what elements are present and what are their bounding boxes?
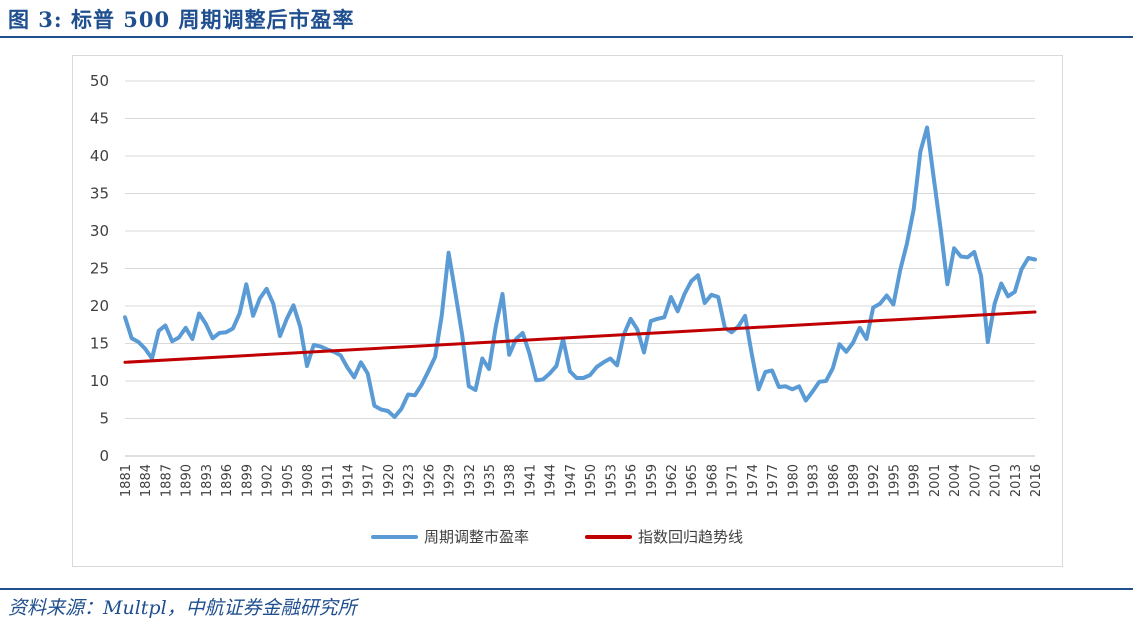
x-axis-ticks: 1881 1884 1887 1890 1893 1896 1899 1902 1905 1908… <box>119 464 1044 497</box>
y-tick-label: 50 <box>90 72 109 90</box>
x-tick-label: 1935 <box>483 464 498 497</box>
x-tick-label: 1896 <box>220 464 235 497</box>
trend-series-line <box>123 310 1037 364</box>
x-tick-label: 1968 <box>705 464 720 497</box>
x-tick-label: 1920 <box>382 464 397 497</box>
x-tick-label: 1887 <box>159 464 174 497</box>
figure-title: 图 3: 标普 500 周期调整后市盈率 <box>8 7 355 32</box>
x-tick-label: 1965 <box>685 464 700 497</box>
x-tick-label: 1941 <box>523 464 538 497</box>
x-tick-label: 1902 <box>261 464 276 497</box>
x-tick-label: 1929 <box>443 464 458 497</box>
x-tick-label: 1938 <box>503 464 518 497</box>
y-tick-label: 15 <box>90 335 109 353</box>
legend-label-cape: 周期调整市盈率 <box>424 528 529 546</box>
x-tick-label: 1926 <box>422 464 437 497</box>
x-tick-label: 1998 <box>908 464 923 497</box>
legend: 周期调整市盈率 指数回归趋势线 <box>371 528 743 546</box>
bottom-rule <box>0 588 1133 590</box>
cape-series-line <box>123 125 1037 419</box>
x-tick-label: 1995 <box>887 464 902 497</box>
x-tick-label: 1944 <box>544 464 559 497</box>
y-tick-label: 30 <box>90 222 109 240</box>
x-tick-label: 1899 <box>240 464 255 497</box>
x-tick-label: 1932 <box>463 464 478 497</box>
x-tick-label: 1989 <box>847 464 862 497</box>
y-tick-label: 25 <box>90 260 109 278</box>
x-tick-label: 1971 <box>726 464 741 497</box>
gridlines <box>125 80 1035 457</box>
x-tick-label: 2007 <box>968 464 983 497</box>
x-tick-label: 1884 <box>139 464 154 497</box>
x-tick-label: 1923 <box>402 464 417 497</box>
x-tick-label: 1992 <box>867 464 882 497</box>
x-tick-label: 1890 <box>180 464 195 497</box>
x-tick-label: 1953 <box>604 464 619 497</box>
x-tick-label: 1881 <box>119 464 134 497</box>
x-tick-label: 1917 <box>362 464 377 497</box>
y-tick-label: 35 <box>90 185 109 203</box>
x-tick-label: 1956 <box>625 464 640 497</box>
x-tick-label: 2001 <box>928 464 943 497</box>
legend-label-trend: 指数回归趋势线 <box>638 528 743 546</box>
x-tick-label: 1908 <box>301 464 316 497</box>
x-tick-label: 1962 <box>665 464 680 497</box>
x-tick-label: 2013 <box>1009 464 1024 497</box>
x-tick-label: 1911 <box>321 464 336 497</box>
x-tick-label: 1974 <box>746 464 761 497</box>
series-layer <box>123 125 1037 419</box>
x-tick-label: 1980 <box>786 464 801 497</box>
x-tick-label: 2016 <box>1029 464 1044 497</box>
y-tick-label: 45 <box>90 110 109 128</box>
x-tick-label: 1977 <box>766 464 781 497</box>
source-note: 资料来源：Multpl，中航证券金融研究所 <box>8 597 357 619</box>
y-tick-label: 0 <box>99 447 109 465</box>
y-tick-label: 5 <box>99 410 109 428</box>
chart-frame <box>72 55 1063 567</box>
x-tick-label: 1914 <box>341 464 356 497</box>
x-tick-label: 1950 <box>584 464 599 497</box>
y-tick-label: 10 <box>90 372 109 390</box>
x-tick-label: 2010 <box>989 464 1004 497</box>
x-tick-label: 1959 <box>645 464 660 497</box>
x-tick-label: 1893 <box>200 464 215 497</box>
x-tick-label: 1986 <box>827 464 842 497</box>
top-rule <box>0 36 1133 38</box>
y-axis-ticks: 0 5 10 15 20 25 30 35 40 45 50 <box>90 72 109 465</box>
y-tick-label: 20 <box>90 297 109 315</box>
y-tick-label: 40 <box>90 147 109 165</box>
x-tick-label: 1905 <box>281 464 296 497</box>
x-tick-label: 2004 <box>948 464 963 497</box>
x-tick-label: 1947 <box>564 464 579 497</box>
x-tick-label: 1983 <box>807 464 822 497</box>
